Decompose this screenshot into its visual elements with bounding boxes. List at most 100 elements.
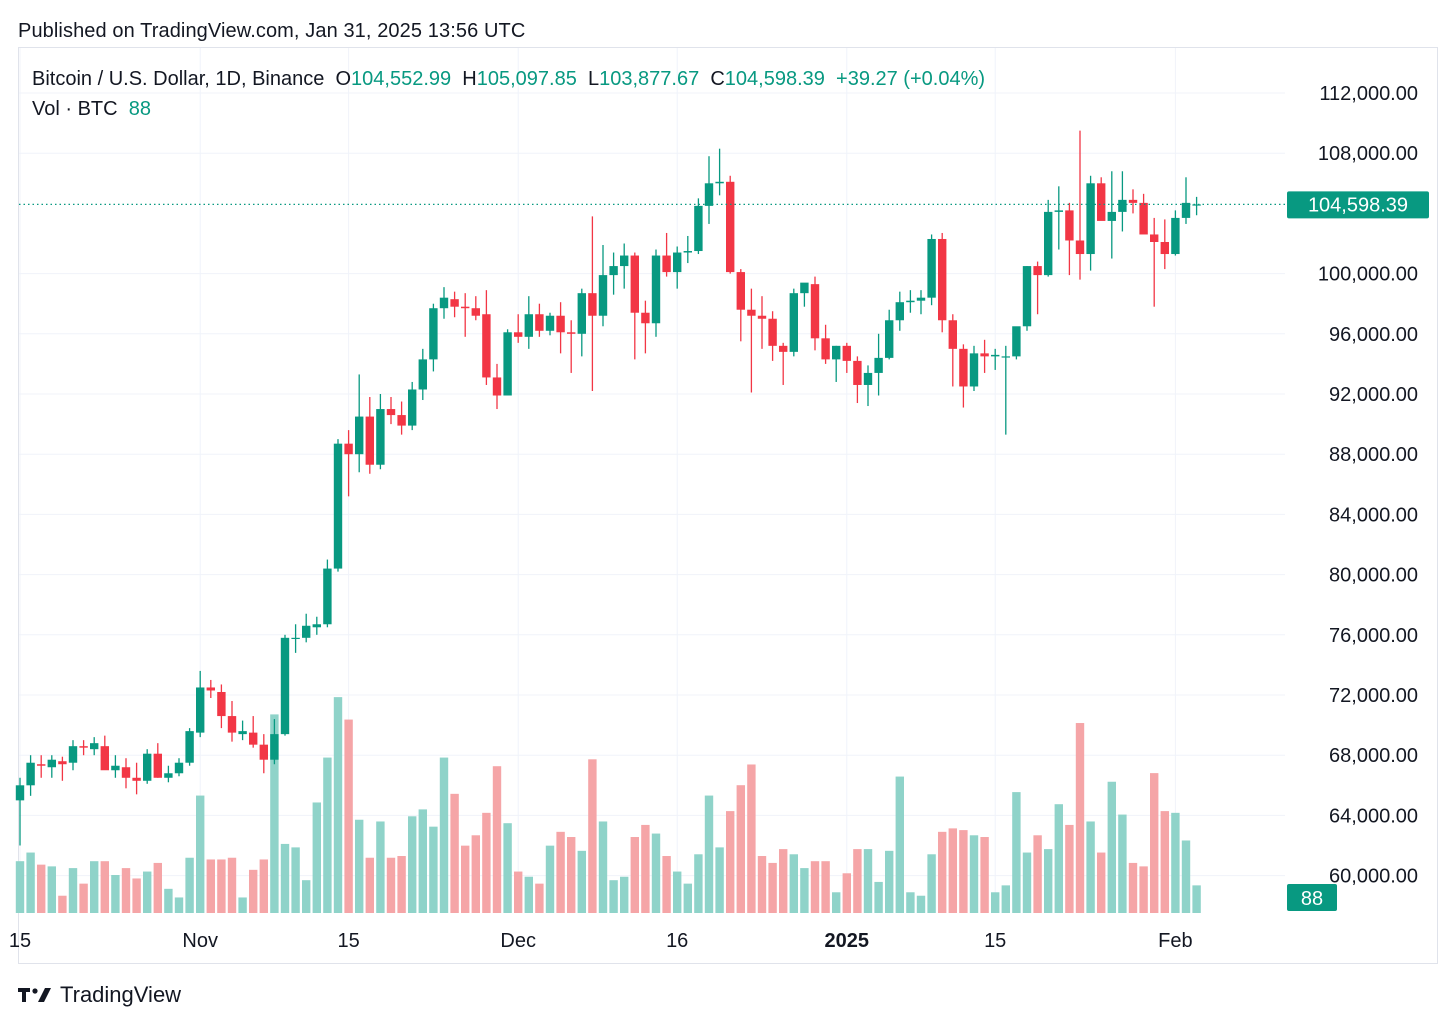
volume-bar: [1086, 821, 1095, 913]
candle-body: [1022, 266, 1032, 327]
volume-bar: [704, 795, 714, 913]
price-tick-label: 60,000.00: [1329, 866, 1418, 888]
volume-bar: [15, 861, 25, 913]
volume-bar: [90, 861, 99, 913]
volume-bar: [588, 759, 597, 913]
price-tick-label: 68,000.00: [1329, 745, 1418, 767]
volume-bar: [969, 835, 979, 913]
candle-body: [1065, 210, 1074, 241]
volume-bar: [810, 861, 820, 913]
volume-bar: [280, 843, 290, 913]
time-tick-label: 15: [9, 930, 31, 952]
volume-bar: [174, 897, 184, 913]
volume-bar: [842, 873, 851, 913]
volume-bar: [291, 847, 300, 913]
candle-body: [874, 357, 883, 373]
volume-bar: [567, 837, 576, 913]
volume-bar: [598, 821, 608, 913]
candle-body: [37, 764, 46, 766]
time-tick-label: Nov: [182, 930, 218, 952]
volume-bar: [800, 868, 809, 913]
candle-body: [291, 637, 300, 640]
volume-bar: [736, 785, 745, 913]
candle-body: [143, 753, 152, 781]
low-label: L: [587, 68, 600, 90]
candle-body: [100, 746, 109, 771]
volume-bar: [1171, 812, 1180, 913]
candle-body: [270, 734, 279, 760]
open-label: O: [335, 68, 352, 90]
volume-bar: [68, 868, 78, 913]
candle-body: [397, 415, 406, 426]
volume-bar: [1150, 773, 1159, 913]
candle-body: [609, 266, 618, 276]
change-value: +39.27 (+0.04%): [836, 68, 986, 90]
close-value: 104,598.39: [724, 68, 825, 90]
candle-body: [789, 293, 798, 352]
volume-bar: [927, 854, 936, 913]
volume-bar: [121, 868, 131, 913]
volume-bar: [1044, 849, 1053, 913]
volume-bar: [694, 854, 703, 913]
candle-body: [620, 255, 629, 267]
candle-body: [482, 314, 491, 378]
volume-bar: [503, 823, 512, 913]
time-axis: 15 Nov 15 Dec 16 2025 15 Feb: [9, 930, 1193, 952]
candle-body: [1171, 217, 1180, 255]
candle-body: [598, 275, 608, 316]
candle-body: [948, 320, 957, 349]
volume-bar: [630, 837, 639, 913]
volume-bar: [535, 883, 544, 913]
close-label: C: [710, 68, 725, 90]
price-candles: [15, 130, 1201, 846]
volume-bar: [545, 845, 555, 913]
candle-body: [1012, 326, 1021, 357]
volume-bar: [1181, 840, 1191, 913]
candle-body: [567, 332, 576, 334]
volume-bar: [874, 881, 883, 913]
candle-body: [991, 354, 1000, 357]
candle-body: [863, 372, 873, 385]
volume-bar: [1107, 781, 1116, 913]
volume-bar: [1001, 885, 1010, 913]
price-tick-label: 96,000.00: [1329, 324, 1418, 346]
volume-bar: [312, 802, 321, 913]
candle-body: [916, 297, 926, 301]
low-value: 103,877.67: [599, 68, 700, 90]
published-caption: Published on TradingView.com, Jan 31, 20…: [18, 20, 526, 42]
volume-bar: [238, 897, 247, 913]
candle-body: [651, 255, 661, 324]
volume-bar: [249, 869, 258, 913]
volume-bar: [227, 857, 237, 913]
candle-body: [259, 744, 268, 760]
volume-bar: [789, 854, 798, 913]
volume-bar: [482, 812, 491, 913]
time-tick-label: 15: [984, 930, 1006, 952]
chart-grid: [19, 48, 1285, 913]
candle-body: [206, 687, 215, 691]
volume-bar: [747, 764, 756, 913]
price-tick-label: 72,000.00: [1329, 685, 1418, 707]
volume-bar: [683, 883, 692, 913]
volume-bar: [143, 871, 152, 913]
price-tick-label: 88,000.00: [1329, 444, 1418, 466]
volume-bar: [1139, 866, 1148, 913]
candle-body: [1054, 210, 1063, 212]
time-tick-label: Dec: [500, 930, 536, 952]
candle-body: [683, 251, 692, 253]
candle-body: [312, 624, 321, 628]
candle-body: [153, 753, 162, 778]
candle-body: [429, 308, 438, 360]
brand-footer[interactable]: TradingView: [18, 982, 181, 1008]
volume-bar: [524, 876, 533, 913]
volume-bar: [439, 757, 449, 913]
volume-bar: [651, 833, 661, 913]
volume-legend: Vol · BTC 88: [32, 98, 151, 121]
symbol-name: Bitcoin / U.S. Dollar, 1D, Binance: [32, 68, 325, 90]
volume-bar: [832, 892, 841, 913]
candle-body: [1107, 211, 1116, 221]
candle-body: [227, 716, 237, 733]
candle-body: [673, 252, 682, 273]
candle-body: [768, 318, 777, 346]
